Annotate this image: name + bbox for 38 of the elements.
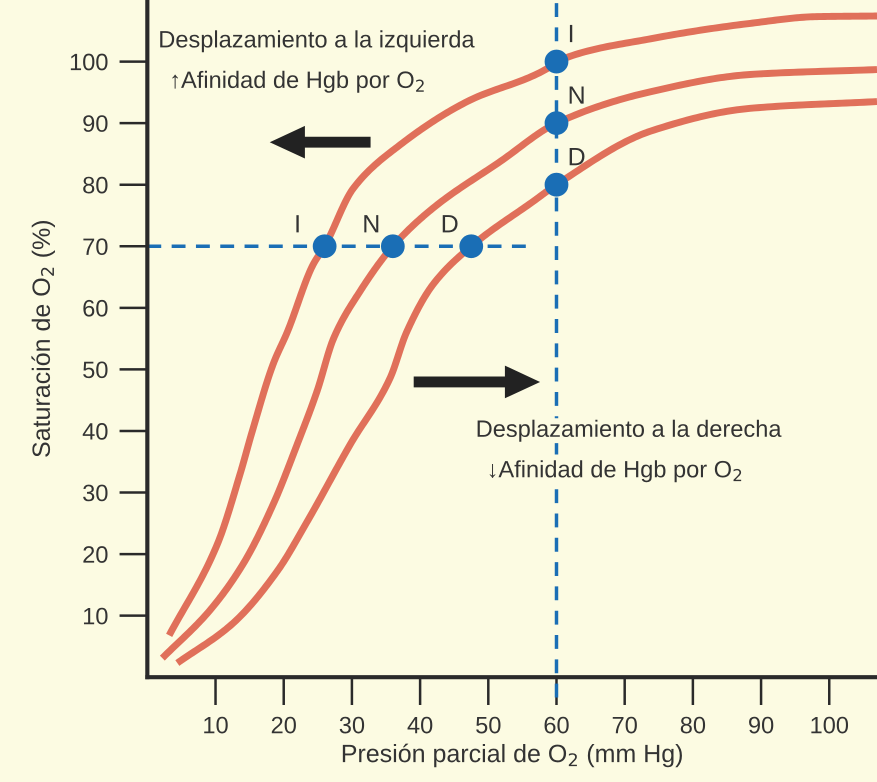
point	[380, 234, 405, 258]
annotation: I	[570, 24, 572, 42]
y-tick-label: 90	[83, 115, 108, 132]
x-tick-label: 90	[749, 716, 774, 734]
annotation: N	[364, 215, 378, 232]
point	[312, 234, 337, 258]
annotation: Desplazamiento a la derecha	[478, 420, 782, 442]
point	[544, 50, 568, 74]
annotation: D	[442, 215, 458, 232]
annotation: D	[570, 148, 584, 166]
y-tick-label: 70	[83, 238, 108, 256]
point	[459, 234, 484, 258]
x-tick-label: 20	[272, 716, 296, 734]
annotation: ↑Afinidad de Hgb por O$_{2}$	[172, 70, 424, 93]
x-tick-label: 30	[340, 716, 364, 734]
annotation: I	[296, 215, 299, 232]
y-tick-label: 20	[83, 546, 108, 563]
annotation: N	[570, 86, 584, 104]
y-tick-label: 50	[83, 361, 108, 378]
annotation: ↓Afinidad de Hgb por O$_{2}$	[490, 460, 742, 482]
point	[544, 111, 568, 136]
y-tick-label: 10	[84, 608, 108, 624]
y-tick-label: 30	[83, 484, 108, 502]
x-tick-label: 100	[811, 716, 848, 734]
x-tick-label: 40	[408, 716, 432, 734]
x-tick-label: 50	[476, 716, 501, 734]
y-tick-label: 40	[82, 423, 108, 440]
y-axis-title: Saturación de O$_{2}$ (%)	[31, 220, 56, 457]
x-tick-label: 10	[204, 716, 228, 734]
annotation: Desplazamiento a la izquierda	[160, 30, 475, 52]
x-tick-label: 60	[544, 716, 569, 734]
y-tick-label: 80	[83, 176, 108, 194]
x-tick-label: 80	[680, 716, 706, 734]
y-tick-label: 60	[83, 300, 108, 317]
y-tick-label: 100	[70, 54, 108, 70]
x-tick-label: 70	[612, 716, 637, 734]
x-axis-title: Presión parcial de O$_{2}$ (mm Hg)	[342, 744, 682, 768]
point	[544, 172, 568, 197]
